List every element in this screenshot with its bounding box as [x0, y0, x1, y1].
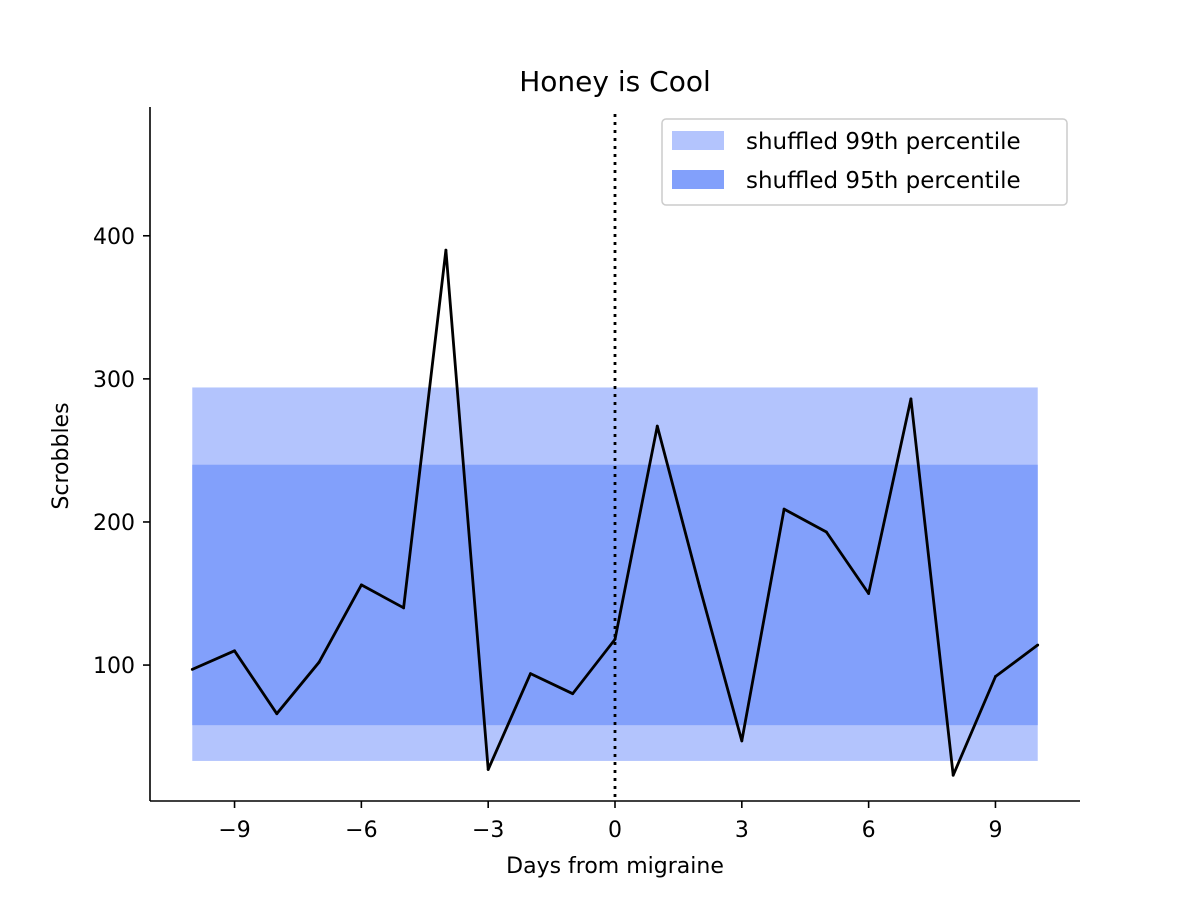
legend-label-95th: shuffled 95th percentile — [746, 168, 1021, 194]
series-group — [190, 248, 1040, 777]
data-point — [824, 530, 828, 534]
y-tick-label: 400 — [93, 225, 135, 250]
x-axis-label: Days from migraine — [506, 854, 724, 879]
y-axis-label: Scrobbles — [49, 402, 74, 509]
x-ticks: −9 −6 −3 0 3 6 9 — [218, 801, 1002, 843]
y-tick-label: 200 — [93, 511, 135, 536]
data-point — [402, 606, 406, 610]
legend-frame — [661, 118, 1068, 206]
data-point — [740, 739, 744, 743]
y-ticks: 100 200 300 400 — [93, 225, 150, 679]
data-point — [317, 660, 321, 664]
x-tick-label: 0 — [608, 818, 622, 843]
data-point — [275, 712, 279, 716]
data-point — [867, 592, 871, 595]
legend-label-99th: shuffled 99th percentile — [746, 129, 1021, 155]
data-point — [994, 675, 997, 678]
x-tick-label: −3 — [472, 818, 504, 843]
x-tick-label: 3 — [735, 818, 749, 843]
x-tick-label: 9 — [988, 818, 1002, 843]
data-point — [529, 672, 532, 676]
y-tick-label: 300 — [93, 368, 135, 393]
legend-swatch-95th — [672, 170, 724, 189]
x-tick-label: 6 — [862, 818, 876, 843]
legend-swatch-99th — [672, 131, 724, 150]
data-point — [698, 584, 701, 588]
data-point — [444, 248, 448, 252]
data-point — [190, 667, 194, 671]
data-point — [1036, 643, 1040, 647]
data-point — [782, 507, 786, 511]
data-point — [951, 773, 955, 777]
data-point — [909, 397, 913, 401]
legend: shuffled 99th percentile shuffled 95th p… — [661, 118, 1068, 206]
x-tick-label: −9 — [218, 818, 250, 843]
percentile-bands — [192, 387, 1038, 761]
data-point — [571, 692, 575, 696]
data-point — [486, 768, 490, 771]
data-point — [233, 649, 236, 653]
x-tick-label: −6 — [345, 818, 377, 843]
data-point — [359, 583, 363, 587]
y-tick-label: 100 — [93, 654, 135, 679]
chart-title: Honey is Cool — [519, 65, 711, 98]
data-point — [613, 637, 617, 641]
data-point — [655, 424, 659, 428]
